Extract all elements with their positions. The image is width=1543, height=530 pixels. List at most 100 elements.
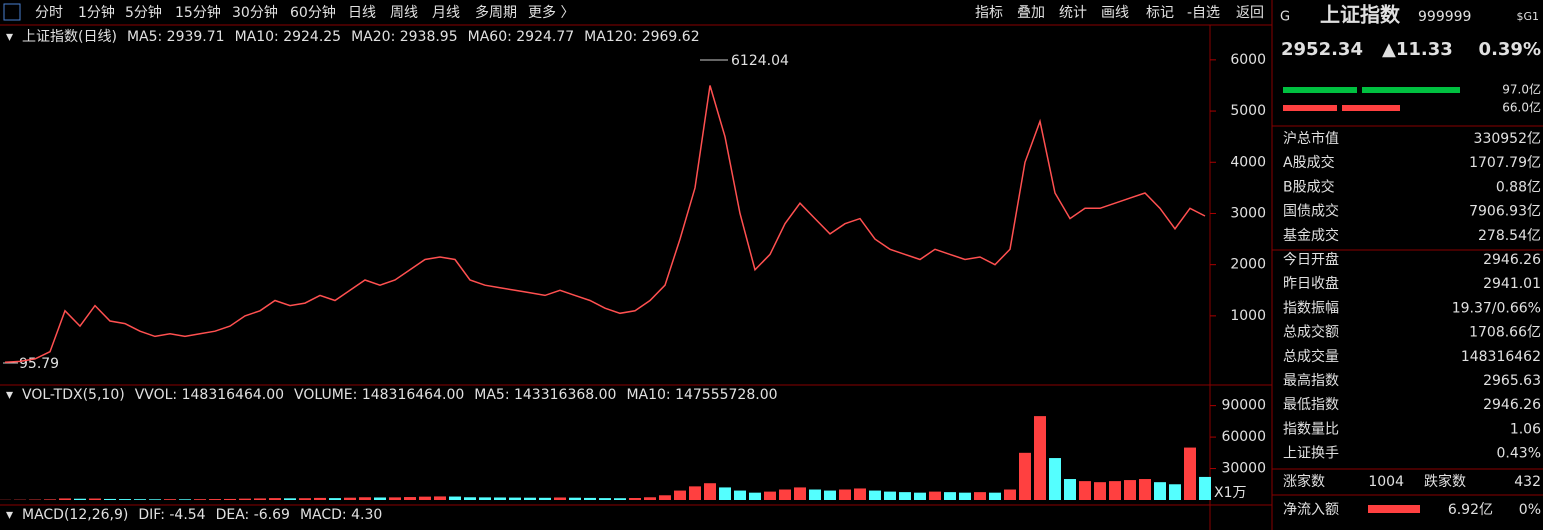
volume-bar <box>749 492 761 500</box>
quote-percent: 0.39% <box>1479 39 1541 60</box>
quote-label: 总成交量 <box>1283 348 1339 365</box>
period-tab[interactable]: 月线 <box>432 5 460 21</box>
volume-bar <box>44 499 56 500</box>
volume-bar <box>284 498 296 500</box>
volume-bar <box>779 489 791 500</box>
tool-button[interactable]: -自选 <box>1187 5 1220 21</box>
quote-value: 19.37/0.66% <box>1452 300 1541 316</box>
quote-value: 330952亿 <box>1474 131 1541 147</box>
quote-value: 2965.63 <box>1483 373 1541 389</box>
volume-bar <box>704 483 716 500</box>
period-tab[interactable]: 周线 <box>390 5 418 21</box>
tool-button[interactable]: 标记 <box>1146 5 1174 21</box>
y-tick-label: 3000 <box>1230 205 1266 221</box>
volume-bar <box>1094 482 1106 500</box>
volume-bar <box>764 491 776 500</box>
volume-bar <box>959 492 971 500</box>
tool-button[interactable]: 叠加 <box>1017 5 1045 21</box>
flow-bar <box>1362 87 1460 93</box>
indicator-value: MA10: 2924.25 <box>235 29 342 45</box>
volume-bar <box>1109 481 1121 500</box>
volume-bar <box>929 491 941 500</box>
indicator-value: MA5: 2939.71 <box>127 29 225 45</box>
quote-value: 1707.79亿 <box>1469 155 1541 171</box>
period-tab[interactable]: 更多 〉 <box>528 4 574 21</box>
min-label: 95.79 <box>19 356 59 372</box>
volume-bar <box>89 498 101 500</box>
volume-bar <box>359 497 371 500</box>
quote-label: 最低指数 <box>1283 397 1339 413</box>
volume-bar <box>884 491 896 500</box>
flow-bar <box>1283 87 1357 93</box>
volume-bar <box>614 498 626 500</box>
quote-change: ▲11.33 <box>1382 39 1453 60</box>
breadth-up: 1004 <box>1368 474 1404 490</box>
flow-bar <box>1342 105 1400 111</box>
volume-bar <box>1169 484 1181 500</box>
quote-value: 2946.26 <box>1483 397 1541 413</box>
period-tab[interactable]: 30分钟 <box>232 4 278 21</box>
indicator-value: VVOL: 148316464.00 <box>135 387 284 403</box>
quote-label: 最高指数 <box>1283 372 1339 389</box>
quote-tag: $G1 <box>1516 10 1539 23</box>
volume-bar <box>1034 416 1046 500</box>
quote-name: 上证指数 <box>1320 3 1401 27</box>
breadth-down: 432 <box>1514 474 1541 490</box>
period-tab[interactable]: 日线 <box>348 5 376 21</box>
quote-label: 今日开盘 <box>1283 251 1339 268</box>
volume-bar <box>659 495 671 500</box>
volume-bar <box>644 497 656 500</box>
volume-bar <box>374 497 386 500</box>
indicator-value: MA60: 2924.77 <box>468 29 575 45</box>
period-tab[interactable]: 多周期 <box>475 4 517 21</box>
volume-bar <box>854 488 866 500</box>
quote-value: 1708.66亿 <box>1469 325 1541 341</box>
tool-button[interactable]: 统计 <box>1059 5 1087 21</box>
quote-label: 指数量比 <box>1283 421 1339 437</box>
indicator-value: DIF: -4.54 <box>138 507 205 523</box>
volume-bar <box>989 492 1001 500</box>
volume-bar <box>824 490 836 500</box>
period-tab[interactable]: 15分钟 <box>175 4 221 21</box>
pane-title: 上证指数(日线) <box>22 29 117 45</box>
period-tab[interactable]: 1分钟 <box>78 4 115 21</box>
quote-value: 2941.01 <box>1483 276 1541 292</box>
flow-label: 66.0亿 <box>1502 100 1541 115</box>
tool-button[interactable]: 指标 <box>975 5 1003 21</box>
volume-bar <box>449 496 461 500</box>
indicator-value: MA120: 2969.62 <box>584 29 699 45</box>
indicator-value: MA10: 147555728.00 <box>626 387 777 403</box>
volume-bar <box>569 497 581 500</box>
tool-button[interactable]: 画线 <box>1101 5 1129 21</box>
volume-bar <box>299 498 311 500</box>
volume-bar <box>1049 458 1061 500</box>
price-line <box>4 85 1206 363</box>
inflow-bar <box>1368 505 1420 513</box>
volume-bar <box>119 499 131 500</box>
volume-bar <box>509 497 521 500</box>
period-tab[interactable]: 分时 <box>35 5 63 21</box>
quote-label: 总成交额 <box>1283 324 1339 341</box>
volume-bar <box>869 490 881 500</box>
y-tick-label: 6000 <box>1230 52 1266 68</box>
period-tab[interactable]: 60分钟 <box>290 4 336 21</box>
pane-indicator-icon: ▾ <box>6 29 13 45</box>
volume-bar <box>584 497 596 500</box>
volume-bar <box>974 492 986 500</box>
indicator-value: MA5: 143316368.00 <box>474 387 616 403</box>
volume-bar <box>434 496 446 500</box>
volume-bar <box>419 496 431 500</box>
y-tick-label: 90000 <box>1221 398 1266 414</box>
volume-bar <box>524 497 536 500</box>
volume-bar <box>1124 480 1136 500</box>
pane-title: VOL-TDX(5,10) <box>22 387 125 403</box>
flow-label: 97.0亿 <box>1502 82 1541 97</box>
volume-bar <box>464 497 476 500</box>
volume-bar <box>1064 479 1076 500</box>
y-tick-label: 60000 <box>1221 429 1266 445</box>
volume-unit: X1万 <box>1214 485 1247 501</box>
panel-icon[interactable] <box>3 3 21 21</box>
tool-button[interactable]: 返回 <box>1236 5 1264 21</box>
period-tab[interactable]: 5分钟 <box>125 4 162 21</box>
volume-bar <box>59 498 71 500</box>
